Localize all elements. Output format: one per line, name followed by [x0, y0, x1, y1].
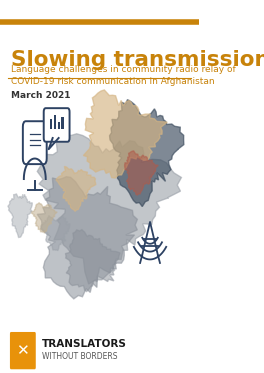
Polygon shape — [110, 100, 184, 207]
Bar — [54, 115, 56, 129]
Polygon shape — [83, 90, 167, 178]
Bar — [62, 117, 64, 129]
Text: TRANSLATORS: TRANSLATORS — [42, 339, 127, 349]
Polygon shape — [49, 138, 59, 149]
Polygon shape — [41, 216, 70, 251]
Polygon shape — [31, 203, 57, 233]
Bar — [58, 122, 60, 129]
Text: ✕: ✕ — [16, 343, 29, 358]
FancyBboxPatch shape — [10, 332, 36, 369]
Text: Language challenges in community radio relay of
COVID-19 risk communication in A: Language challenges in community radio r… — [11, 65, 236, 86]
FancyBboxPatch shape — [44, 108, 69, 142]
Polygon shape — [8, 194, 32, 238]
FancyBboxPatch shape — [23, 121, 47, 164]
Bar — [50, 119, 53, 129]
Polygon shape — [65, 230, 120, 292]
Polygon shape — [37, 177, 137, 299]
Text: March 2021: March 2021 — [11, 91, 70, 100]
Polygon shape — [125, 151, 158, 195]
Polygon shape — [37, 134, 181, 284]
Text: Slowing transmission: Slowing transmission — [11, 50, 264, 70]
Polygon shape — [56, 166, 96, 211]
Text: WITHOUT BORDERS: WITHOUT BORDERS — [42, 352, 117, 361]
